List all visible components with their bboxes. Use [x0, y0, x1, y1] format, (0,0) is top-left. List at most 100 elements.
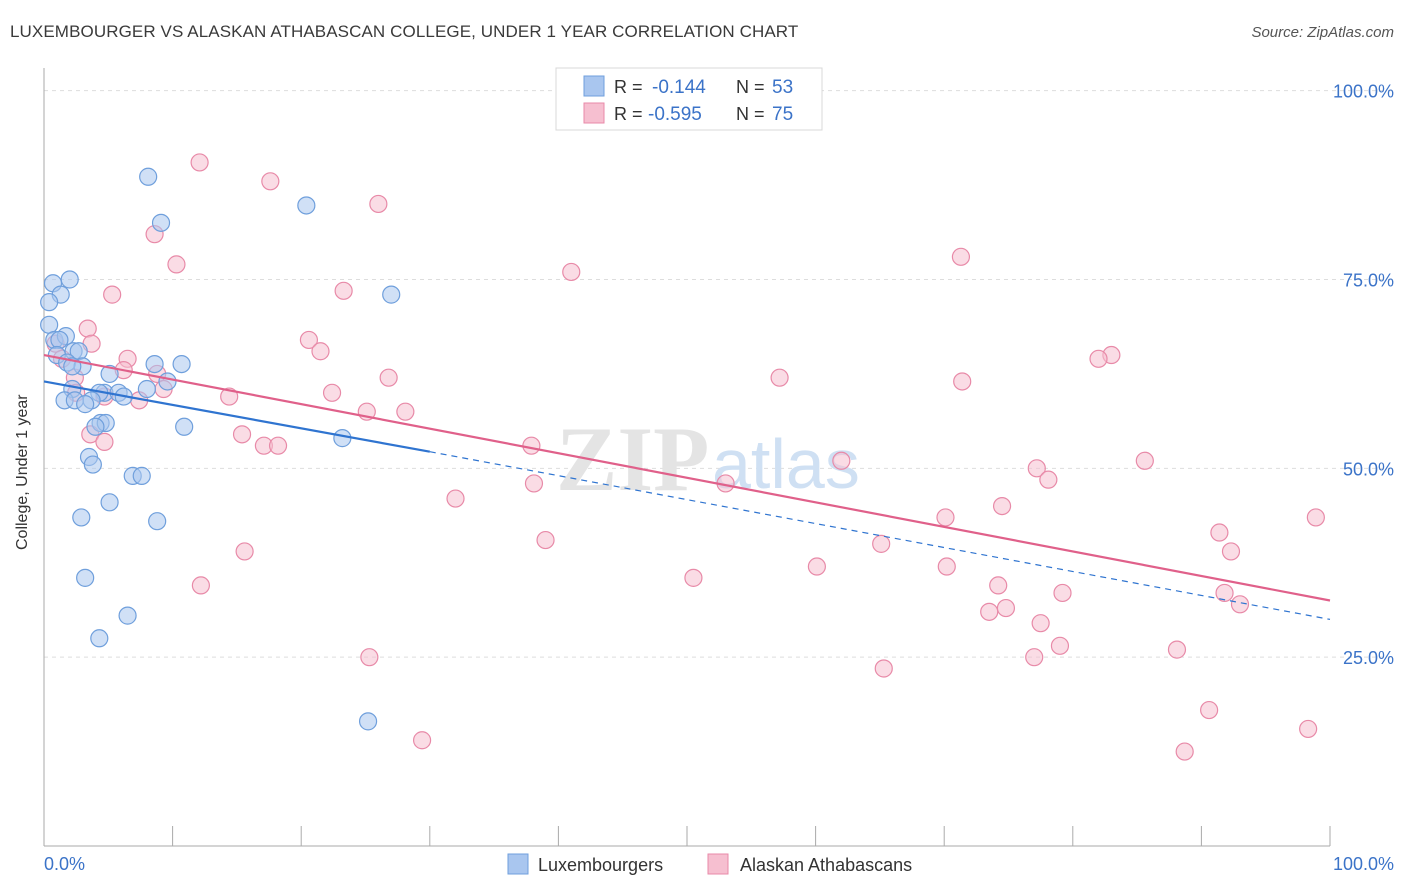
point-alaskan-athabascan [807, 557, 826, 576]
point-alaskan-athabascan [874, 659, 893, 678]
point-alaskan-athabascan [832, 451, 851, 470]
point-luxembourger [118, 606, 137, 625]
y-tick-labels: 25.0% 50.0% 75.0% 100.0% [1333, 82, 1394, 669]
trend-luxembourgers [43, 380, 430, 453]
point-alaskan-athabascan [78, 319, 97, 338]
point-alaskan-athabascan [322, 383, 342, 402]
point-alaskan-athabascan [684, 568, 703, 587]
point-alaskan-athabascan [536, 530, 555, 550]
point-alaskan-athabascan [1221, 542, 1241, 561]
point-alaskan-athabascan [379, 368, 398, 387]
point-alaskan-athabascan [1210, 523, 1229, 542]
x-tick-label-start: 0.0% [44, 854, 85, 874]
point-luxembourger [358, 712, 378, 731]
trend-lines [43, 353, 1331, 620]
point-luxembourger [139, 167, 158, 186]
point-alaskan-athabascan [1053, 583, 1072, 603]
point-alaskan-athabascan [167, 255, 186, 274]
point-luxembourger [137, 379, 156, 399]
trend-luxembourgers-extrapolated [429, 451, 1331, 620]
point-luxembourger [40, 293, 59, 312]
point-luxembourger [76, 568, 95, 587]
point-alaskan-athabascan [1167, 640, 1187, 659]
legend-r-value-1: -0.144 [652, 77, 706, 98]
legend-top: R = -0.144 N = 53 R = -0.595 N = 75 [555, 67, 823, 131]
point-alaskan-athabascan [235, 542, 254, 561]
x-ticks [43, 826, 1331, 846]
y-tick-label: 75.0% [1343, 270, 1394, 290]
point-luxembourger [145, 354, 164, 374]
point-alaskan-athabascan [220, 387, 239, 406]
point-luxembourger [50, 330, 69, 350]
point-alaskan-athabascan [1230, 595, 1250, 614]
point-alaskan-athabascan [989, 576, 1008, 595]
point-alaskan-athabascan [311, 342, 330, 361]
point-alaskan-athabascan [872, 534, 891, 553]
point-alaskan-athabascan [1050, 636, 1070, 655]
y-axis-label: College, Under 1 year [14, 394, 31, 550]
legend-bottom-label-luxembourgers: Luxembourgers [538, 855, 663, 875]
point-alaskan-athabascan [299, 330, 319, 350]
watermark: ZIP atlas [556, 408, 860, 510]
watermark-zip: ZIP [556, 408, 709, 510]
legend-bottom-label-alaskan: Alaskan Athabascans [740, 855, 912, 875]
legend-swatch-alaskan [583, 102, 605, 124]
point-luxembourger [148, 512, 167, 531]
point-alaskan-athabascan [1031, 614, 1050, 633]
point-luxembourger [86, 417, 105, 436]
y-tick-label: 50.0% [1343, 459, 1394, 479]
point-luxembourger [132, 466, 151, 485]
point-alaskan-athabascan [396, 402, 415, 421]
x-tick-label-end: 100.0% [1333, 854, 1394, 874]
point-alaskan-athabascan [996, 598, 1016, 618]
legend-bottom: Luxembourgers Alaskan Athabascans [507, 853, 912, 875]
point-luxembourger [83, 455, 102, 474]
point-alaskan-athabascan [268, 436, 288, 455]
legend-n-label-2: N = [736, 104, 765, 124]
point-luxembourger [158, 372, 177, 391]
point-alaskan-athabascan [1306, 508, 1325, 527]
y-tick-label: 100.0% [1333, 82, 1394, 102]
legend-r-label-1: R = [614, 77, 643, 97]
point-alaskan-athabascan [360, 648, 379, 667]
point-alaskan-athabascan [369, 194, 388, 214]
point-luxembourger [60, 270, 79, 289]
point-luxembourger [76, 395, 95, 414]
legend-bottom-swatch-luxembourgers [507, 853, 529, 875]
point-alaskan-athabascan [1027, 459, 1046, 478]
point-alaskan-athabascan [936, 508, 955, 527]
gridlines [44, 90, 1392, 658]
point-alaskan-athabascan [412, 731, 432, 750]
legend-swatch-luxembourgers [583, 75, 605, 97]
point-luxembourger [172, 354, 191, 374]
point-luxembourger [297, 196, 316, 215]
legend-r-value-2: -0.595 [648, 104, 702, 125]
source-label: Source: ZipAtlas.com [1251, 24, 1394, 41]
point-alaskan-athabascan [1200, 700, 1219, 720]
point-alaskan-athabascan [522, 436, 541, 455]
legend-n-value-1: 53 [772, 77, 793, 98]
point-luxembourger [100, 364, 119, 384]
point-luxembourger [175, 417, 194, 436]
point-luxembourger [100, 493, 119, 512]
legend-r-label-2: R = [614, 104, 643, 124]
point-alaskan-athabascan [980, 602, 999, 621]
point-alaskan-athabascan [1299, 719, 1318, 739]
point-alaskan-athabascan [1089, 349, 1108, 368]
point-alaskan-athabascan [103, 285, 122, 304]
point-alaskan-athabascan [951, 247, 971, 266]
point-alaskan-athabascan [191, 576, 210, 595]
point-luxembourger [333, 429, 352, 448]
point-luxembourger [72, 508, 91, 527]
trend-alaskan-athabascans [43, 353, 1331, 602]
point-luxembourger [151, 213, 171, 232]
point-alaskan-athabascan [1135, 451, 1154, 470]
point-luxembourger [90, 629, 109, 648]
y-tick-label: 25.0% [1343, 648, 1394, 668]
chart-title: LUXEMBOURGER VS ALASKAN ATHABASCAN COLLE… [10, 22, 799, 41]
point-alaskan-athabascan [770, 368, 789, 387]
point-alaskan-athabascan [1025, 648, 1044, 667]
legend-bottom-swatch-alaskan [707, 853, 729, 875]
point-luxembourger [40, 315, 59, 334]
